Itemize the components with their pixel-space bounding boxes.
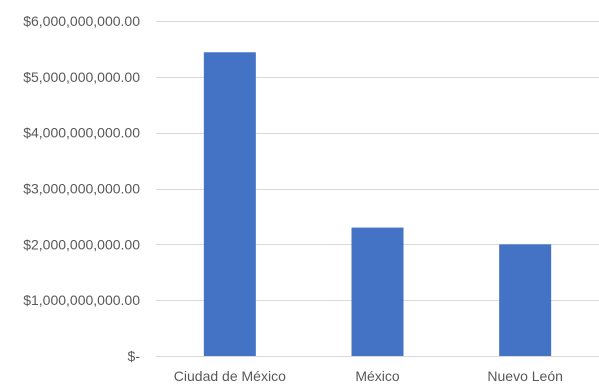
y-tick-label: $2,000,000,000.00 (23, 236, 140, 252)
y-tick-label: $6,000,000,000.00 (23, 13, 140, 29)
y-tick-label: $3,000,000,000.00 (23, 181, 140, 197)
y-tick-label: $5,000,000,000.00 (23, 69, 140, 85)
x-category-label: Ciudad de México (174, 368, 286, 384)
x-category-label: Nuevo León (487, 368, 563, 384)
bar (351, 227, 404, 356)
y-tick-label: $4,000,000,000.00 (23, 125, 140, 141)
x-axis-category-labels: Ciudad de México México Nuevo León (174, 368, 563, 384)
bar (203, 52, 256, 357)
y-tick-label: $- (128, 348, 141, 364)
y-axis-tick-labels: $- $1,000,000,000.00 $2,000,000,000.00 $3,0… (23, 13, 140, 364)
bars (203, 52, 552, 357)
bar (499, 244, 552, 356)
x-category-label: México (355, 368, 400, 384)
y-tick-label: $1,000,000,000.00 (23, 292, 140, 308)
